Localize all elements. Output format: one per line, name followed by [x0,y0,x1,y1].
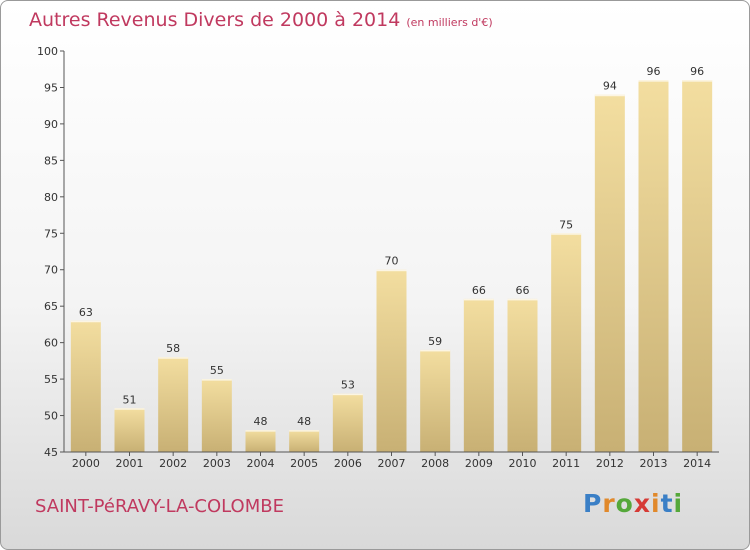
data-label: 53 [341,379,355,392]
proxiti-logo[interactable]: Proxiti [583,489,683,518]
y-tick-label: 65 [44,300,58,313]
y-tick-label: 75 [44,227,58,240]
bar-highlight [420,349,451,352]
bar [289,430,320,452]
data-label: 96 [690,65,704,78]
x-tick-label: 2000 [72,457,100,470]
bar [158,357,189,452]
data-label: 75 [559,218,573,231]
x-tick-label: 2003 [203,457,231,470]
logo-letter: i [651,489,661,518]
logo-letter: t [660,489,674,518]
y-tick-label: 45 [44,446,58,459]
chart-subtitle: (en milliers d'€) [406,16,493,29]
x-tick-label: 2010 [509,457,537,470]
x-tick-label: 2011 [552,457,580,470]
data-label: 96 [647,65,661,78]
bar-highlight [70,320,101,323]
bar [376,269,407,452]
x-tick-label: 2012 [596,457,624,470]
data-label: 51 [123,393,137,406]
y-tick-label: 80 [44,191,58,204]
bar [245,430,276,452]
bar-highlight [114,408,145,410]
logo-letter: x [633,489,651,518]
bar [682,80,713,452]
bar [70,320,101,452]
chart-title-text: Autres Revenus Divers de 2000 à 2014 [29,9,401,31]
y-tick-label: 95 [44,81,58,94]
data-label: 48 [297,415,311,428]
bars-group [70,80,713,452]
x-tick-label: 2007 [378,457,406,470]
bar-highlight [594,94,625,97]
y-tick-label: 85 [44,154,58,167]
axes-group: 2000 2001 2002 2003 2004 2005 2006 2007 2008 2009… [37,45,719,470]
bar-highlight [158,357,189,359]
logo-letter: P [583,489,603,518]
bar-highlight [463,298,494,301]
x-tick-label: 2014 [683,457,711,470]
data-label: 48 [254,415,268,428]
data-label: 66 [472,284,486,297]
bar-highlight [289,430,320,432]
data-label: 66 [516,284,530,297]
logo-letter: o [615,489,634,518]
y-tick-label: 60 [44,337,58,350]
x-tick-label: 2009 [465,457,493,470]
bar [201,379,232,452]
logo-letter: r [602,489,616,518]
bar [420,349,451,452]
x-tick-label: 2004 [247,457,275,470]
x-tick-label: 2001 [116,457,144,470]
bar [507,298,538,452]
bar-highlight [507,298,538,301]
y-tick-label: 55 [44,373,58,386]
data-labels-group: 63 51 58 55 48 48 53 70 59 66 66 75 94 96 96 [79,65,704,428]
x-tick-label: 2005 [290,457,318,470]
logo-letter: i [673,489,684,518]
bar [551,233,582,452]
bar-highlight [551,233,582,235]
x-tick-label: 2002 [159,457,187,470]
chart-title: Autres Revenus Divers de 2000 à 2014 (en … [29,9,493,31]
bar [638,80,669,452]
y-tick-label: 90 [44,118,58,131]
bar [114,408,145,452]
x-tick-label: 2006 [334,457,362,470]
y-tick-label: 70 [44,264,58,277]
data-label: 94 [603,80,617,93]
bar-highlight [201,379,232,381]
bar-highlight [332,393,363,396]
bar-highlight [245,430,276,432]
bar-highlight [682,80,713,82]
commune-name: SAINT-PéRAVY-LA-COLOMBE [35,496,284,517]
data-label: 59 [428,335,442,348]
y-tick-label: 50 [44,410,58,423]
bar [332,393,363,452]
data-label: 70 [385,255,399,268]
y-tick-label: 100 [37,45,58,58]
bar-highlight [376,269,407,272]
data-label: 58 [166,342,180,355]
bar-highlight [638,80,669,82]
x-tick-label: 2008 [421,457,449,470]
bar [594,94,625,452]
x-tick-label: 2013 [640,457,668,470]
data-label: 63 [79,306,93,319]
bar [463,298,494,452]
data-label: 55 [210,364,224,377]
